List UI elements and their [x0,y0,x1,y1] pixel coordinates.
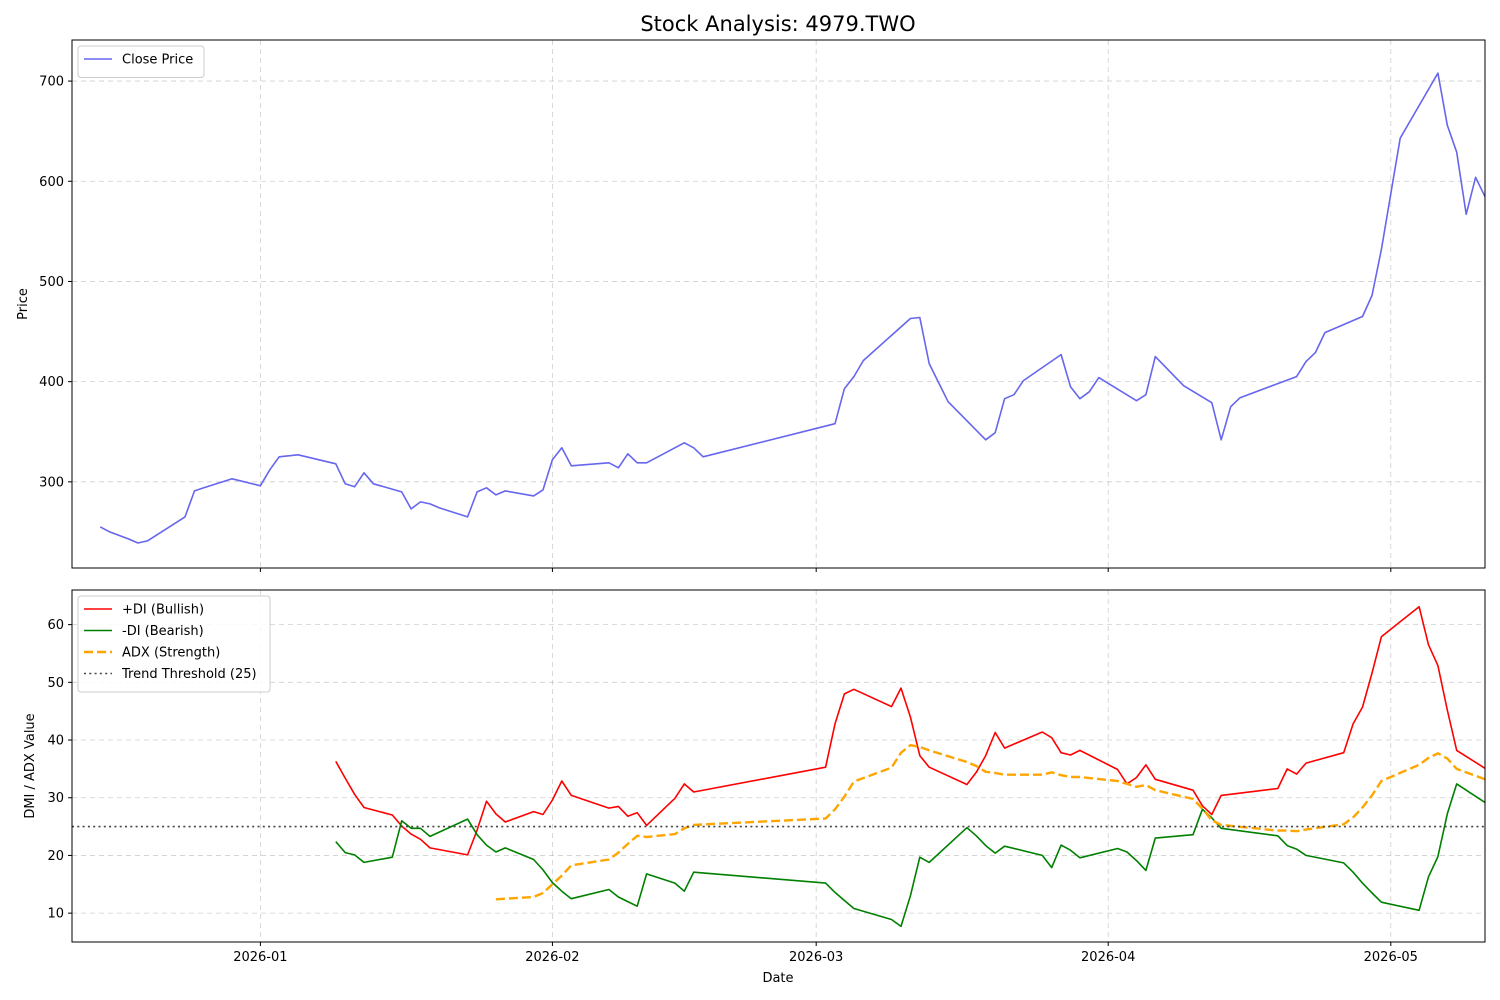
legend-box [77,595,271,693]
dmi-y-axis-label: DMI / ADX Value [23,713,38,818]
y-tick-label: 50 [47,676,64,691]
price-lines [99,72,1485,544]
y-tick-label: 40 [47,734,64,749]
x-tick-label: 2026-04 [1081,950,1135,965]
dmi-x-ticks: 2026-01 2026-02 2026-03 2026-04 2026-05 [233,942,1418,965]
legend-entry: -DI (Bearish) [122,624,204,639]
legend-entry: ADX (Strength) [122,646,220,661]
price-axes-frame [71,39,1486,569]
price-x-ticks [259,568,1392,572]
y-tick-label: 60 [47,618,64,633]
dmi-x-axis-label: Date [762,971,793,986]
legend-entry: Close Price [122,53,193,68]
legend-entry: +DI (Bullish) [122,603,204,618]
x-tick-label: 2026-03 [789,950,843,965]
series-line [335,605,1485,856]
legend-entry: Trend Threshold (25) [121,667,257,682]
price-y-axis-label: Price [16,288,31,320]
y-tick-label: 400 [39,375,64,390]
figure-title: Stock Analysis: 4979.TWO [640,12,915,36]
y-tick-label: 20 [47,849,64,864]
dmi-grid [72,590,1485,942]
dmi-y-ticks: 10 20 30 40 50 60 [47,618,72,922]
dmi-lines [72,605,1485,928]
y-tick-label: 700 [39,75,64,90]
y-tick-label: 300 [39,475,64,490]
legend-box [77,45,205,78]
y-tick-label: 10 [47,907,64,922]
series-line [495,744,1485,901]
y-tick-label: 600 [39,175,64,190]
y-tick-label: 500 [39,275,64,290]
price-grid [72,40,1485,568]
dmi-axes-frame [71,589,1486,943]
dmi-legend: +DI (Bullish) -DI (Bearish) ADX (Strength)… [77,595,271,693]
price-legend: Close Price [77,45,205,78]
price-y-ticks: 300 400 500 600 700 [39,75,72,490]
y-tick-label: 30 [47,791,64,806]
series-line [99,72,1485,544]
x-tick-label: 2026-01 [233,950,287,965]
x-tick-label: 2026-05 [1364,950,1418,965]
price-panel: 300 400 500 600 700 Price Close Price [16,39,1486,572]
series-line [335,783,1485,928]
x-tick-label: 2026-02 [525,950,579,965]
